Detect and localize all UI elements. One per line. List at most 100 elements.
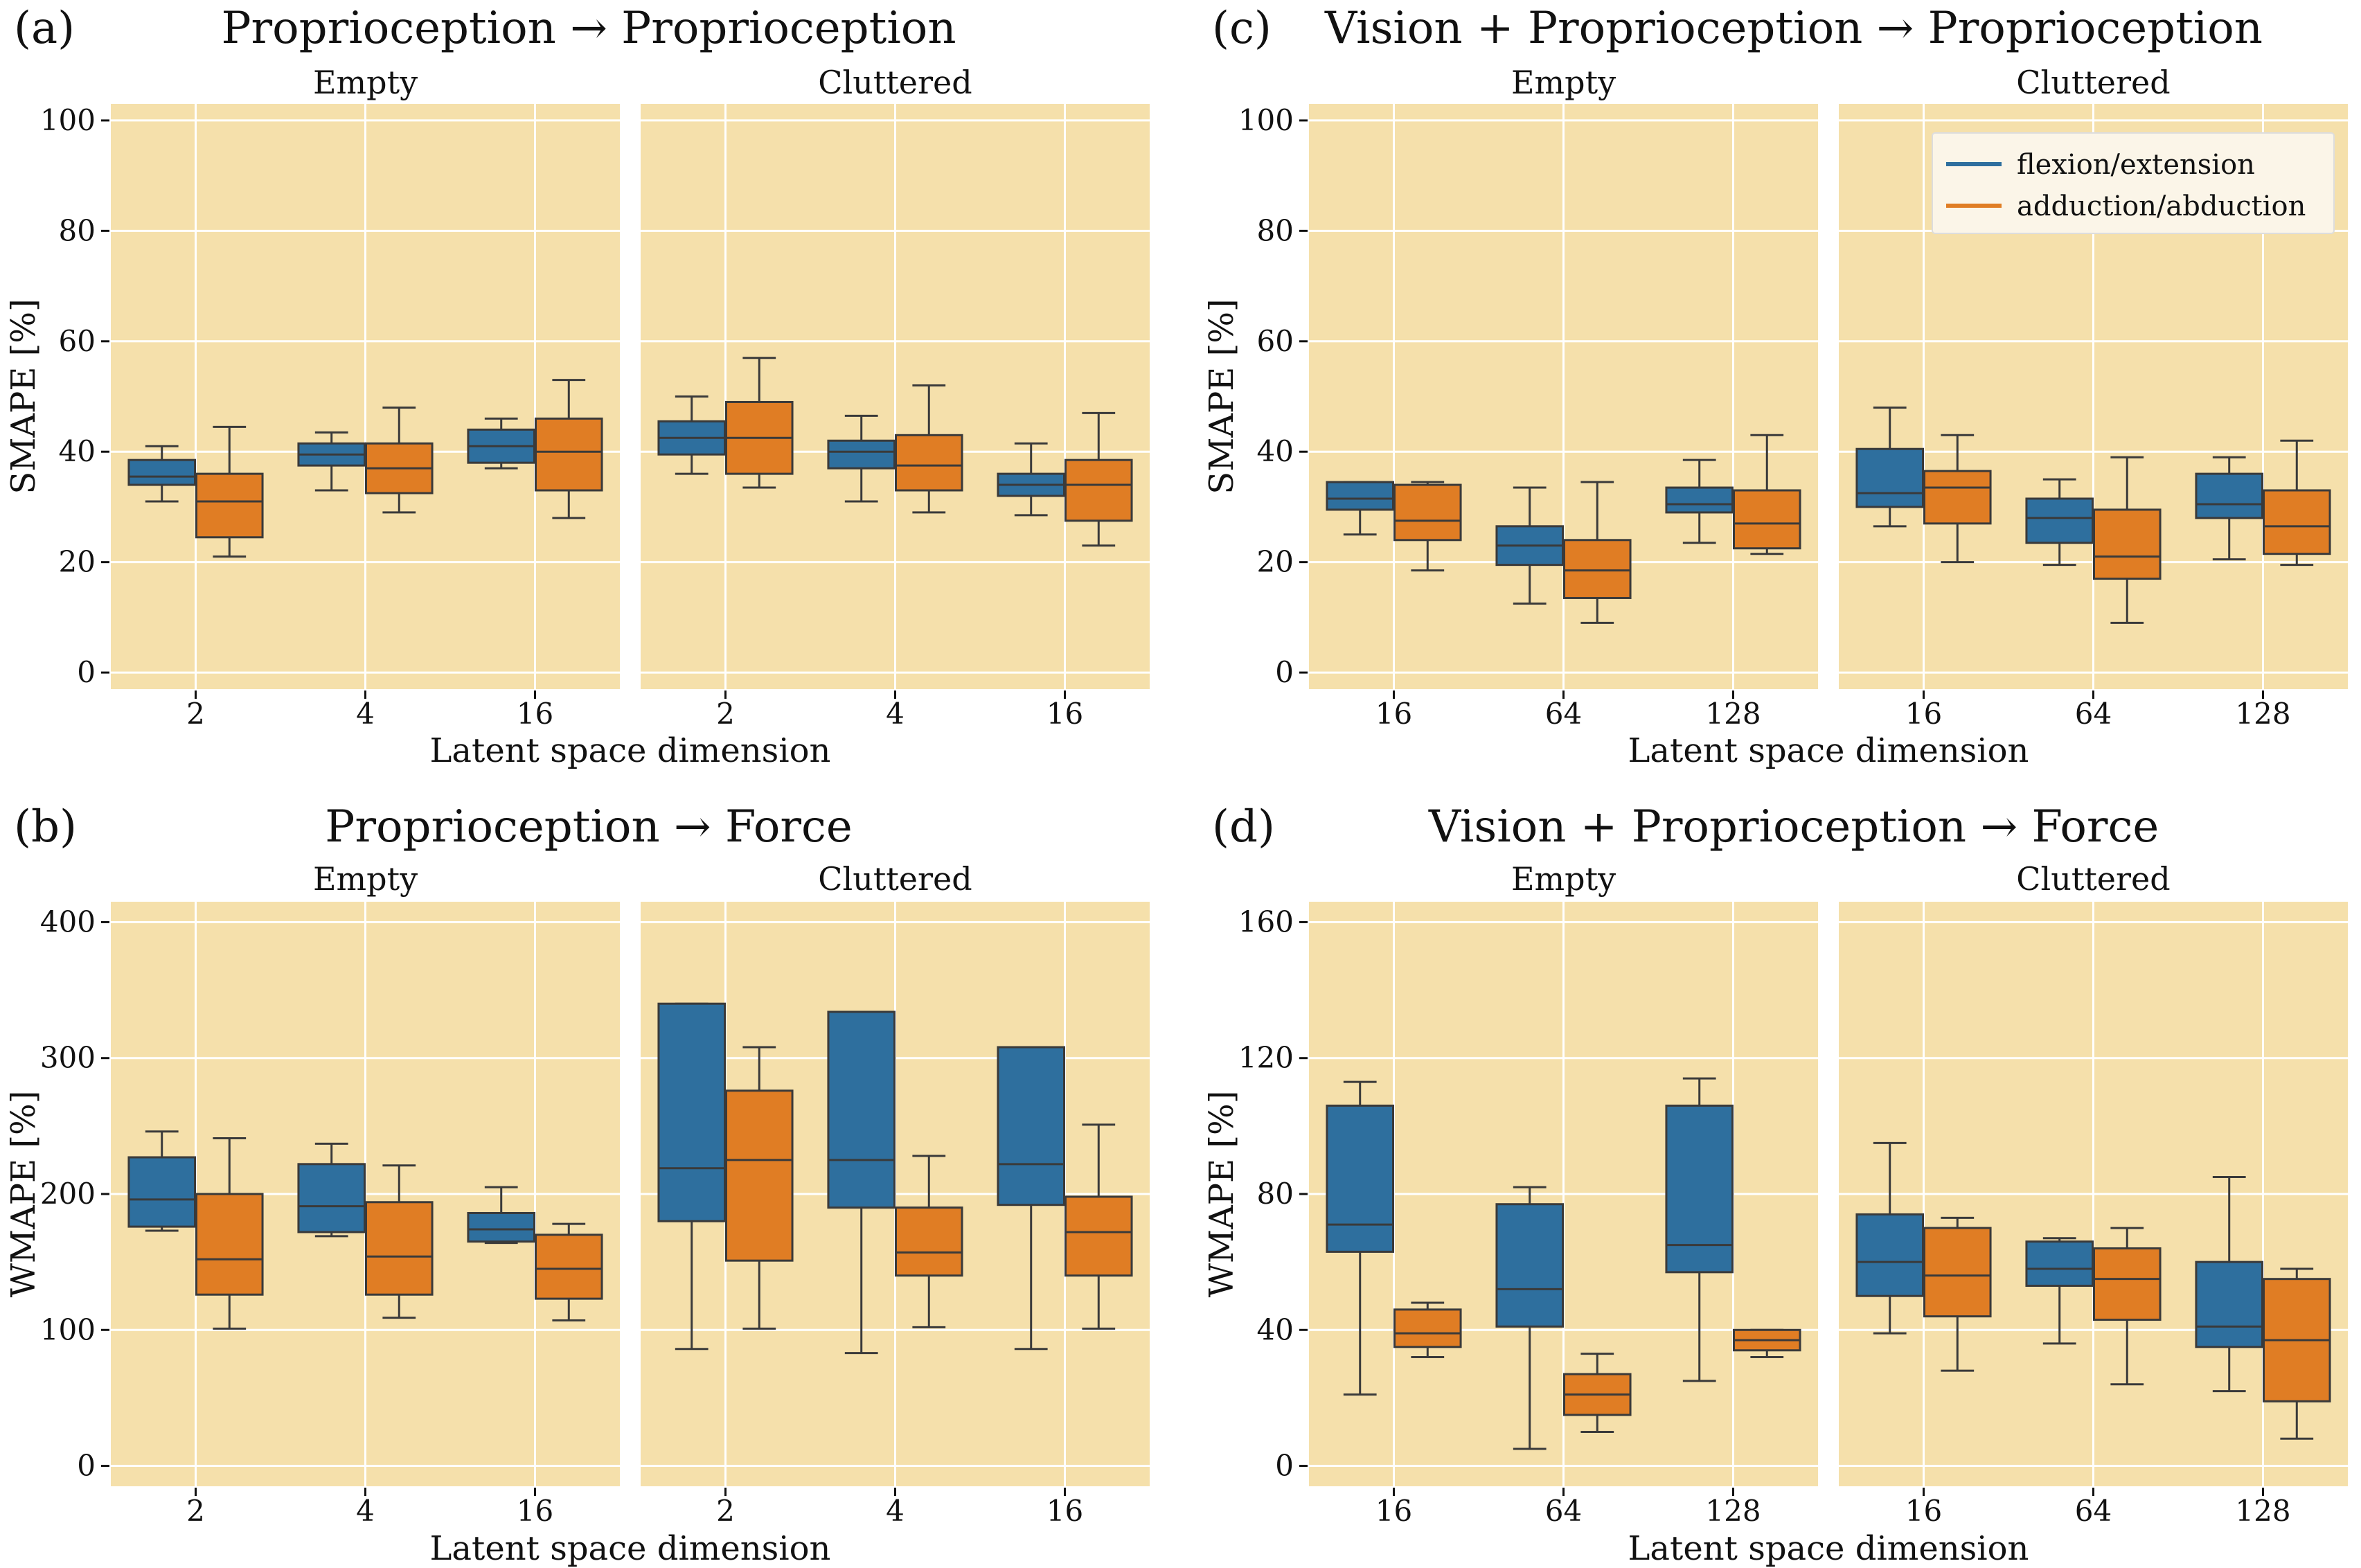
box-iqr xyxy=(895,1206,963,1277)
box-adduction-abduction xyxy=(535,1222,603,1322)
box-flexion-extension xyxy=(657,395,727,475)
box-iqr xyxy=(1563,539,1632,599)
y-axis-label: SMAPE [%] xyxy=(4,299,43,494)
box-adduction-abduction xyxy=(895,1155,963,1328)
x-tick-label: 16 xyxy=(1905,1494,1942,1528)
x-tick-label: 2 xyxy=(716,1494,735,1528)
x-tick-label: 16 xyxy=(517,697,553,731)
box-iqr xyxy=(1855,447,1924,508)
facet-title: Empty xyxy=(313,64,418,101)
y-tick-label: 40 xyxy=(1257,434,1294,468)
box-iqr xyxy=(657,1002,727,1222)
box-iqr xyxy=(127,458,196,486)
legend-label-flexion: flexion/extension xyxy=(2017,149,2255,181)
box-flexion-extension xyxy=(297,431,366,492)
y-tick-label: 100 xyxy=(40,103,96,137)
box-flexion-extension xyxy=(1326,481,1394,536)
box-adduction-abduction xyxy=(2263,439,2331,567)
panel-title: Vision + Proprioception → Proprioception xyxy=(1324,3,2263,54)
box-flexion-extension xyxy=(657,1002,727,1351)
x-tick-label: 128 xyxy=(1705,697,1761,731)
box-flexion-extension xyxy=(997,442,1065,517)
x-tick-label: 128 xyxy=(2235,1494,2290,1528)
box-flexion-extension xyxy=(2025,1237,2094,1345)
x-axis-label: Latent space dimension xyxy=(1628,1529,2029,1568)
y-axis-label: WMAPE [%] xyxy=(1202,1091,1241,1298)
y-tick-label: 120 xyxy=(1238,1041,1294,1075)
panel-label: (a) xyxy=(14,3,75,54)
facet-empty: Empty 2 4 16 0 100 200 300 400 xyxy=(40,860,620,1528)
box-iqr xyxy=(1393,483,1462,542)
box-iqr xyxy=(127,1156,196,1228)
facet-title: Empty xyxy=(1511,860,1616,898)
box-iqr xyxy=(467,1211,536,1243)
box-iqr xyxy=(195,1193,264,1296)
y-tick-label: 160 xyxy=(1238,905,1294,938)
box-iqr xyxy=(2093,508,2162,580)
box-flexion-extension xyxy=(127,445,196,503)
box-adduction-abduction xyxy=(195,425,264,558)
box-flexion-extension xyxy=(2195,1175,2263,1393)
box-iqr xyxy=(997,1046,1065,1206)
facet-title: Cluttered xyxy=(2016,860,2170,898)
box-iqr xyxy=(365,1201,434,1296)
box-iqr xyxy=(2093,1247,2162,1321)
legend-frame xyxy=(1932,132,2335,234)
facet-title: Cluttered xyxy=(818,860,972,898)
box-iqr xyxy=(827,439,896,470)
panel-title: Vision + Proprioception → Force xyxy=(1428,801,2159,853)
legend: flexion/extension adduction/abduction xyxy=(1932,132,2335,234)
box-iqr xyxy=(1665,1104,1734,1274)
facet-cluttered: Cluttered 2 4 16 xyxy=(641,860,1150,1528)
box-flexion-extension xyxy=(827,1010,896,1355)
x-tick-label: 4 xyxy=(356,697,375,731)
y-tick-label: 60 xyxy=(1257,324,1294,358)
box-adduction-abduction xyxy=(895,384,963,514)
box-adduction-abduction xyxy=(1393,481,1462,572)
x-tick-label: 4 xyxy=(886,1494,905,1528)
box-adduction-abduction xyxy=(725,357,794,489)
box-adduction-abduction xyxy=(1733,434,1801,555)
x-axis-label: Latent space dimension xyxy=(1628,731,2029,770)
facet-title: Empty xyxy=(1511,64,1616,101)
panel-a: (a) Proprioception → Proprioception Empty 2… xyxy=(4,3,1150,770)
box-adduction-abduction xyxy=(1393,1301,1462,1359)
box-adduction-abduction xyxy=(2263,1267,2331,1440)
box-flexion-extension xyxy=(127,1130,196,1232)
box-iqr xyxy=(1923,470,1992,525)
box-iqr xyxy=(1665,486,1734,514)
box-iqr xyxy=(2195,1260,2263,1348)
panels: (a) Proprioception → Proprioception Empty 2… xyxy=(4,3,2348,1568)
box-iqr xyxy=(725,1089,794,1262)
y-tick-label: 0 xyxy=(77,1449,96,1483)
y-tick-label: 0 xyxy=(1275,1449,1294,1483)
box-iqr xyxy=(895,434,963,492)
box-flexion-extension xyxy=(997,1046,1065,1351)
y-tick-label: 0 xyxy=(77,655,96,689)
panel-c: (c) Vision + Proprioception → Propriocept… xyxy=(1202,3,2348,770)
x-tick-label: 16 xyxy=(1046,1494,1083,1528)
y-tick-label: 300 xyxy=(40,1041,96,1075)
panel-title: Proprioception → Proprioception xyxy=(221,3,956,54)
box-adduction-abduction xyxy=(1563,1353,1632,1433)
box-iqr xyxy=(1495,1203,1564,1328)
box-adduction-abduction xyxy=(1923,434,1992,564)
box-adduction-abduction xyxy=(725,1046,794,1330)
box-iqr xyxy=(1393,1308,1462,1348)
facet-cluttered: Cluttered 2 4 16 xyxy=(641,64,1150,731)
box-adduction-abduction xyxy=(2093,456,2162,624)
x-tick-label: 64 xyxy=(1545,1494,1582,1528)
box-flexion-extension xyxy=(1665,1077,1734,1382)
x-axis-label: Latent space dimension xyxy=(430,731,831,770)
box-adduction-abduction xyxy=(2093,1227,2162,1386)
box-flexion-extension xyxy=(467,417,536,470)
box-adduction-abduction xyxy=(1064,1123,1133,1330)
box-flexion-extension xyxy=(1855,1141,1924,1335)
box-flexion-extension xyxy=(2195,456,2263,561)
facet-cluttered: Cluttered 16 64 128 xyxy=(1839,860,2348,1528)
box-adduction-abduction xyxy=(1733,1328,1801,1359)
box-iqr xyxy=(827,1010,896,1209)
box-adduction-abduction xyxy=(1923,1216,1992,1372)
box-iqr xyxy=(2263,489,2331,555)
